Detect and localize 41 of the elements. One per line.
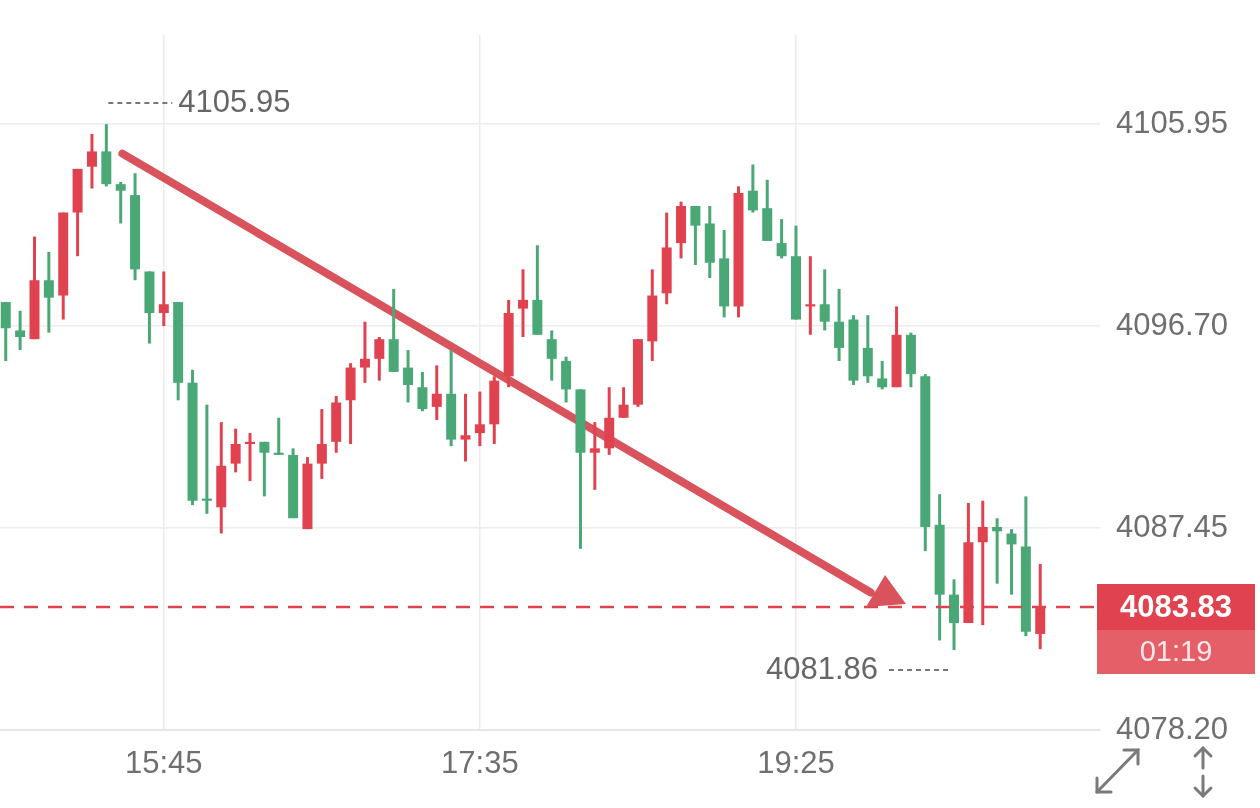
y-tick-label: 4078.20 [1116,710,1229,746]
candlestick [517,269,528,337]
candlestick [158,271,169,328]
candlestick [417,370,428,413]
candlestick [316,409,327,479]
candlestick [43,250,54,333]
candlestick [474,391,485,448]
candlestick [359,321,370,383]
candlestick [259,440,270,497]
candlestick [245,433,255,483]
candlestick [374,337,385,381]
candlestick [403,350,414,403]
candlestick [776,219,787,259]
x-tick-label: 15:45 [125,745,203,781]
candlestick [618,387,629,418]
candlestick [230,428,241,473]
candlestick [86,132,97,189]
candlestick [877,361,888,390]
candlestick [201,404,212,514]
x-tick-label: 17:35 [441,745,519,781]
candlestick [819,269,830,331]
annotation: 4081.86 [765,650,879,686]
y-tick-label: 4105.95 [1116,104,1229,140]
x-tick-label: 19:25 [757,745,835,781]
candlestick [431,365,442,420]
candlestick [589,422,600,490]
candlestick [273,416,284,455]
candlestick [805,256,816,335]
annotation: 4105.95 [178,83,291,119]
candlestick [1006,529,1017,595]
candlestick [747,164,758,213]
candlestick [992,518,1003,584]
y-tick-label: 4096.70 [1116,306,1229,342]
text: 01:19 [1139,635,1213,668]
candlestick [690,205,701,265]
candlestick [546,330,557,381]
y-tick-label: 4087.45 [1116,508,1229,544]
candlestick [460,392,471,462]
ref-line-label: 4083.83 [1119,588,1233,624]
candlestick [15,309,26,352]
candlestick [115,181,126,224]
